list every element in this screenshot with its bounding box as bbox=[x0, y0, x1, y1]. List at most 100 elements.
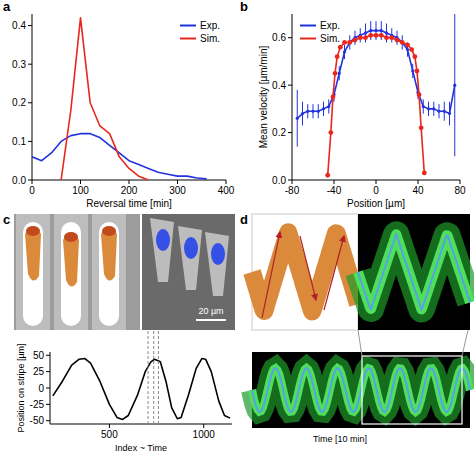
series-line bbox=[61, 18, 148, 180]
y-tick-label: 0.4 bbox=[12, 20, 26, 31]
x-tick-label: 200 bbox=[121, 185, 138, 196]
panel-label: a bbox=[3, 0, 11, 14]
cell-outline bbox=[150, 218, 174, 282]
y-tick bbox=[288, 180, 292, 181]
y-tick-label: 0.1 bbox=[12, 136, 26, 147]
cell-image: 20 µm bbox=[14, 214, 235, 330]
stripe bbox=[23, 222, 43, 326]
y-tick-label: 0.0 bbox=[272, 175, 286, 186]
y-tick-label: -50 bbox=[30, 415, 45, 426]
y-tick-label: 0.3 bbox=[12, 59, 26, 70]
arrow bbox=[300, 236, 316, 300]
x-tick-label: 300 bbox=[169, 185, 186, 196]
marker bbox=[343, 50, 346, 53]
marker bbox=[317, 110, 320, 113]
legend-swatch bbox=[180, 38, 196, 40]
y-tick bbox=[288, 85, 292, 86]
plot-area bbox=[32, 18, 207, 180]
x-tick bbox=[226, 180, 227, 184]
cell bbox=[25, 227, 41, 281]
reference-line bbox=[158, 330, 159, 424]
cell-front bbox=[102, 226, 116, 236]
y-axis-title: Position on stripe [µm] bbox=[16, 343, 26, 432]
chart-a: a0.00.10.20.30.40100200300400Reversal ti… bbox=[3, 0, 235, 209]
scale-bar bbox=[196, 319, 226, 321]
marker bbox=[419, 125, 424, 130]
y-tick bbox=[288, 37, 292, 38]
series-line bbox=[328, 35, 425, 175]
marker bbox=[358, 35, 363, 40]
y-tick-label: 0.4 bbox=[272, 80, 286, 91]
long-kymo-halo bbox=[252, 368, 470, 412]
marker bbox=[395, 38, 400, 43]
x-tick bbox=[109, 424, 110, 428]
series-line bbox=[297, 31, 455, 119]
marker bbox=[453, 84, 456, 87]
y-tick bbox=[46, 371, 50, 372]
legend-label: Sim. bbox=[320, 33, 340, 44]
exp-kymo-center bbox=[358, 234, 470, 309]
marker bbox=[379, 33, 384, 38]
marker bbox=[422, 170, 427, 175]
long-kymo-bg bbox=[252, 352, 470, 428]
marker bbox=[380, 29, 383, 32]
substrate bbox=[14, 214, 140, 330]
marker bbox=[327, 105, 330, 108]
x-tick-label: -80 bbox=[285, 185, 300, 196]
y-tick-label: 0.6 bbox=[272, 32, 286, 43]
marker bbox=[296, 117, 299, 120]
marker bbox=[374, 33, 379, 38]
marker bbox=[374, 29, 377, 32]
y-tick bbox=[28, 25, 32, 26]
arrow bbox=[262, 232, 280, 318]
marker bbox=[427, 107, 430, 110]
long-kymo-center bbox=[252, 368, 470, 412]
y-tick bbox=[28, 102, 32, 103]
marker bbox=[411, 69, 414, 72]
cell-front bbox=[26, 226, 40, 236]
cell-front bbox=[64, 232, 78, 242]
marker bbox=[338, 45, 343, 50]
x-tick bbox=[418, 180, 419, 184]
marker bbox=[368, 33, 373, 38]
chart-c: c-50-25025505001000Index ~ TimePosition … bbox=[3, 212, 232, 453]
marker bbox=[364, 31, 367, 34]
marker bbox=[301, 112, 304, 115]
marker bbox=[443, 110, 446, 113]
marker bbox=[415, 69, 420, 74]
photo bbox=[142, 214, 235, 330]
marker bbox=[409, 47, 414, 52]
marker bbox=[325, 173, 330, 178]
marker bbox=[384, 35, 389, 40]
x-tick bbox=[177, 180, 178, 184]
chart-b: b0.00.20.40.6-80-4004080Position [µm]Mea… bbox=[240, 0, 466, 209]
stripe-band bbox=[92, 214, 126, 330]
x-tick-label: 0 bbox=[29, 185, 35, 196]
marker bbox=[328, 130, 333, 135]
x-tick bbox=[292, 180, 293, 184]
y-tick-label: 25 bbox=[33, 366, 45, 377]
x-tick-label: -40 bbox=[327, 185, 342, 196]
cell-outline bbox=[178, 226, 202, 290]
marker bbox=[400, 40, 405, 45]
legend-swatch bbox=[180, 25, 196, 27]
legend-label: Exp. bbox=[200, 20, 220, 31]
panel-label: d bbox=[240, 212, 248, 227]
y-tick bbox=[46, 404, 50, 405]
marker bbox=[437, 110, 440, 113]
panel-label: b bbox=[240, 0, 248, 14]
stripe-band bbox=[54, 214, 88, 330]
marker bbox=[306, 110, 309, 113]
marker bbox=[417, 92, 422, 97]
marker bbox=[338, 72, 341, 75]
y-tick bbox=[46, 420, 50, 421]
figure: a0.00.10.20.30.40100200300400Reversal ti… bbox=[0, 0, 474, 460]
cell-outline bbox=[205, 232, 229, 296]
cell bbox=[101, 227, 117, 281]
y-tick-label: 0.2 bbox=[12, 97, 26, 108]
x-axis-title: Position [µm] bbox=[347, 198, 405, 209]
exp-kymo bbox=[358, 234, 470, 309]
marker bbox=[322, 107, 325, 110]
x-tick bbox=[129, 180, 130, 184]
y-axis bbox=[32, 14, 33, 180]
